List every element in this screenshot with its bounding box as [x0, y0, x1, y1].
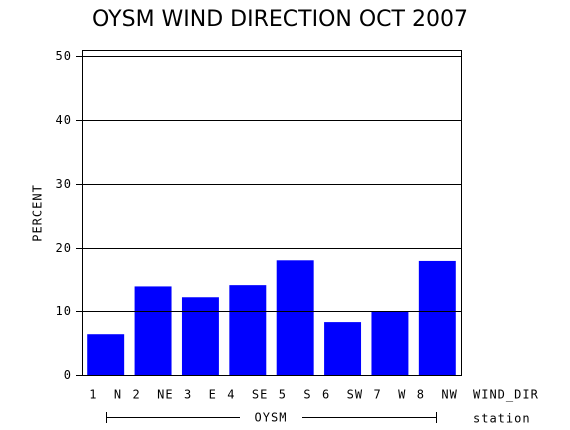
chart-title: OYSM WIND DIRECTION OCT 2007 — [92, 7, 468, 32]
bar — [276, 260, 314, 375]
x-tick-label: 1 N — [89, 388, 122, 402]
plot-frame — [82, 50, 462, 376]
y-tick-label: 0 — [64, 368, 72, 382]
group-bracket — [106, 412, 437, 423]
bar — [229, 285, 267, 375]
group-axis-label: station — [473, 412, 531, 426]
bar — [371, 311, 409, 375]
x-tick-label: 4 SE — [227, 388, 268, 402]
x-tick-label: 2 NE — [133, 388, 174, 402]
x-tick-label: 7 W — [373, 388, 406, 402]
x-tick-label: 5 S — [279, 388, 312, 402]
group-label: OYSM — [255, 411, 288, 425]
x-axis-label: WIND_DIR — [473, 388, 539, 402]
y-axis-label: PERCENT — [31, 184, 45, 242]
y-tick-label: 20 — [56, 241, 72, 255]
x-tick-label: 3 E — [184, 388, 217, 402]
bar — [324, 322, 362, 375]
bar — [87, 334, 125, 375]
x-tick-label: 6 SW — [322, 388, 363, 402]
bar — [418, 260, 456, 375]
y-tick-label: 40 — [56, 113, 72, 127]
bar — [181, 297, 219, 375]
y-tick-label: 10 — [56, 304, 72, 318]
y-tick-label: 30 — [56, 177, 72, 191]
x-tick-label: 8 NW — [417, 388, 458, 402]
y-tick-label: 50 — [56, 49, 72, 63]
bar — [134, 286, 172, 375]
